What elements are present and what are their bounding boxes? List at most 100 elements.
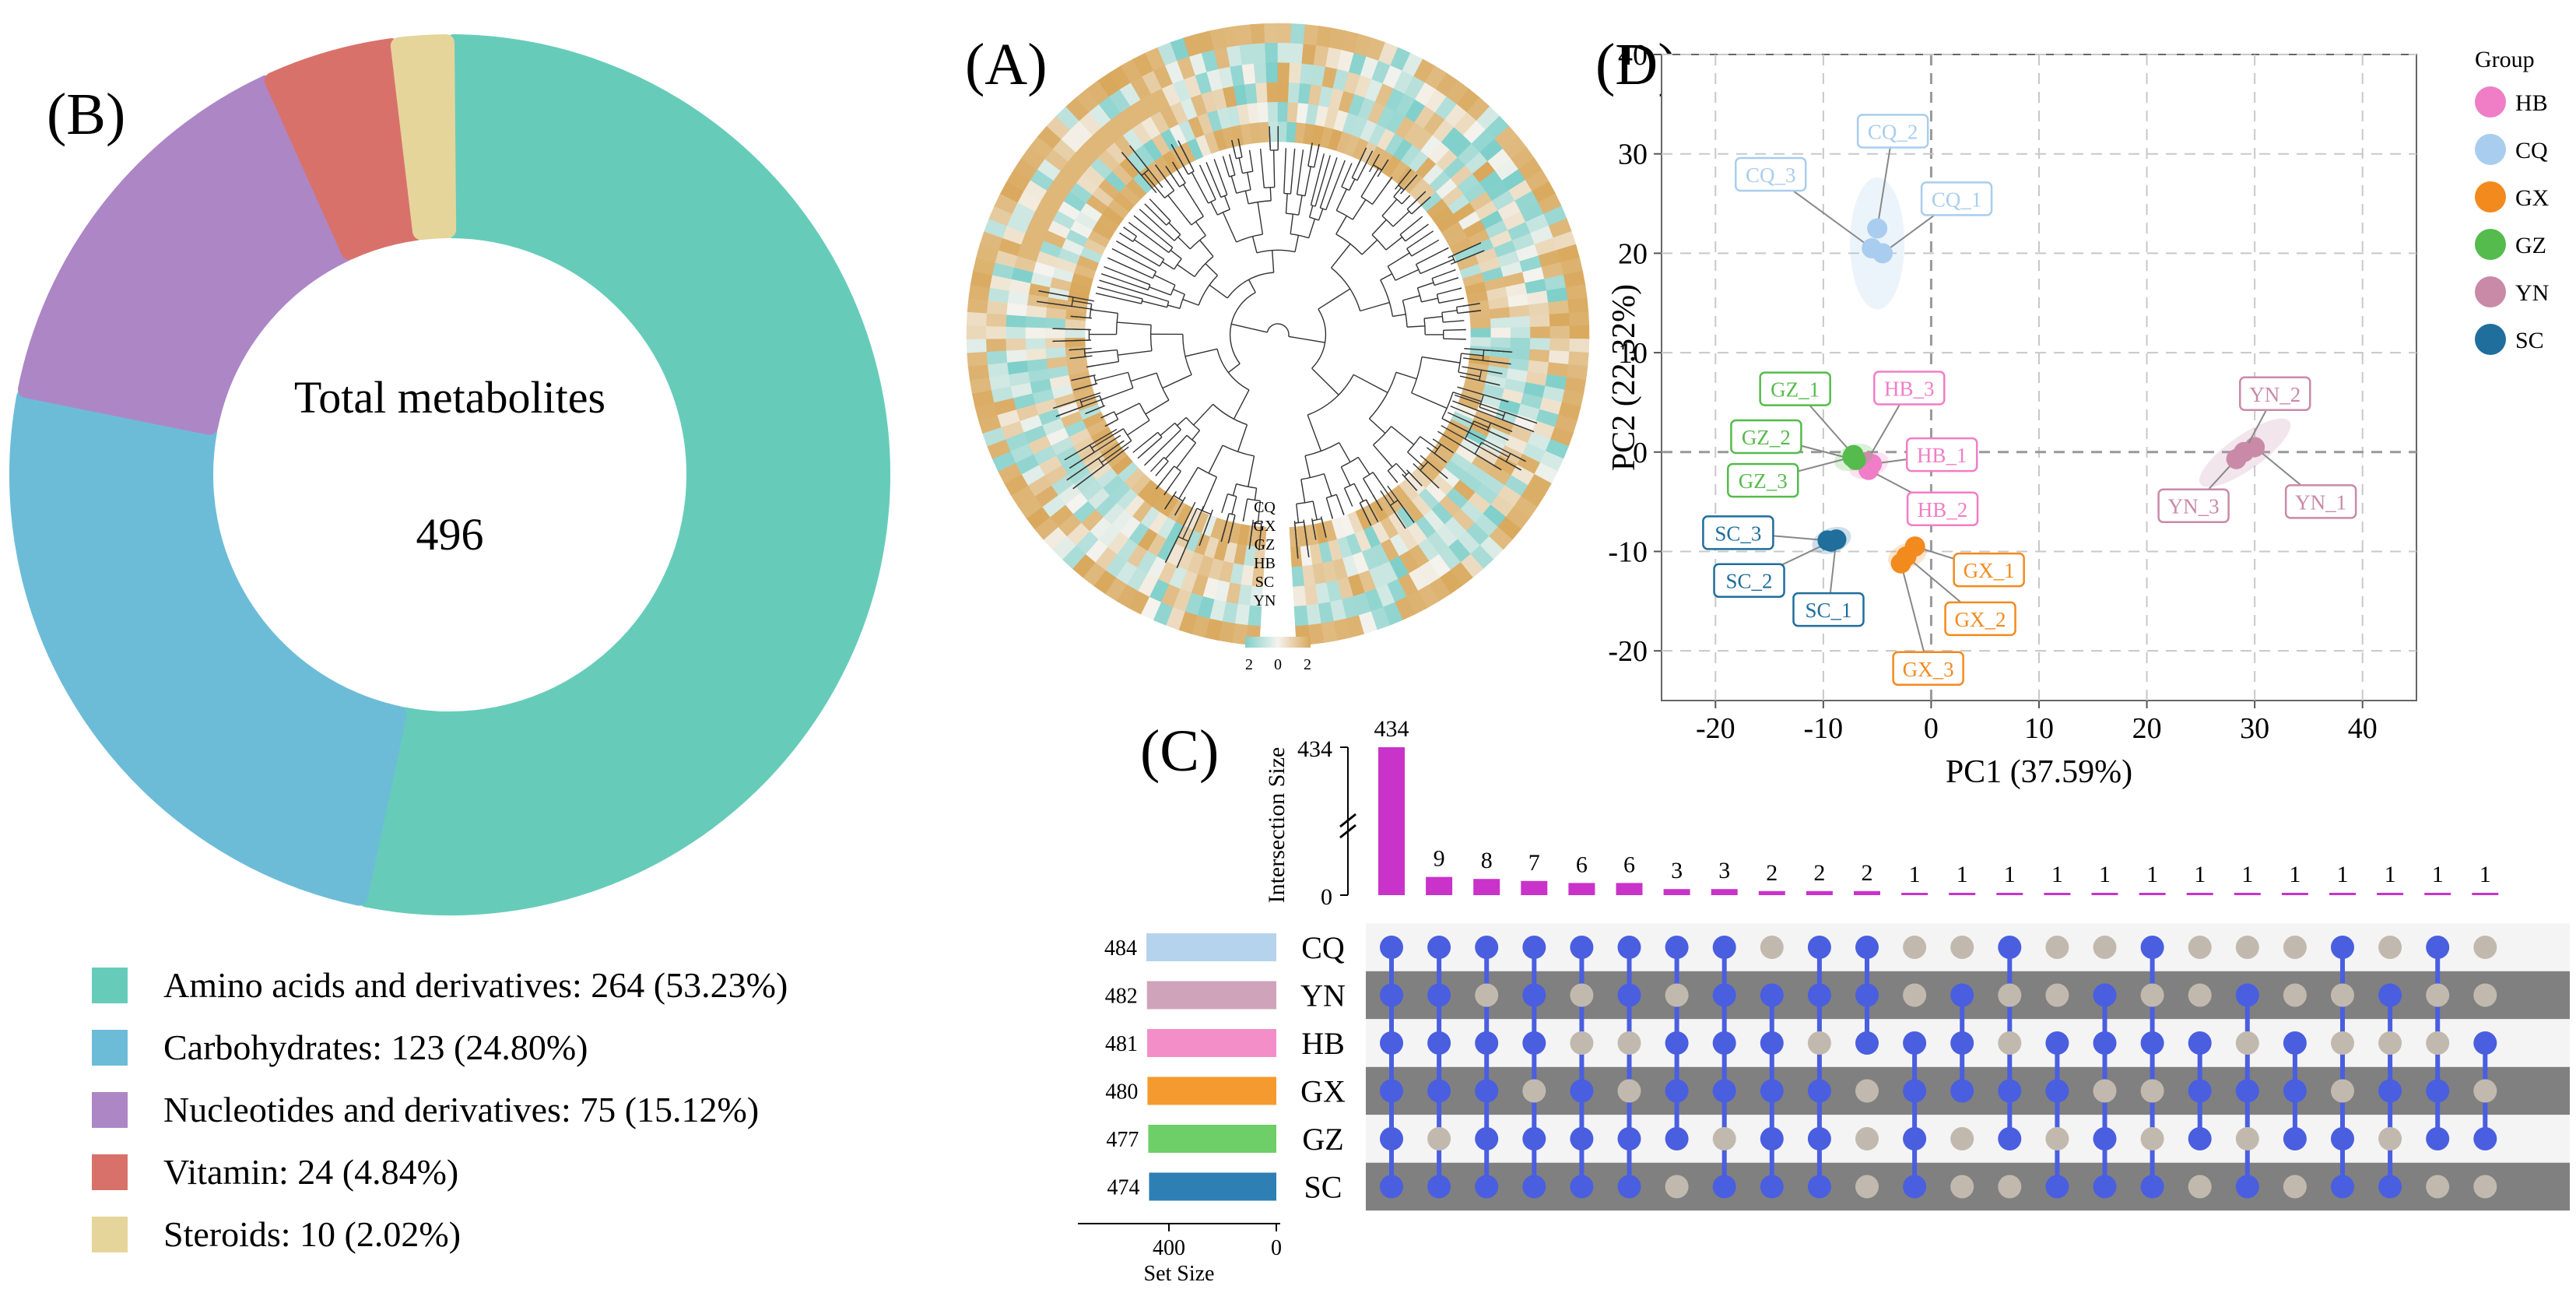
pca-point-label: HB_2 xyxy=(1918,498,1968,522)
upset-matrix-dot-active xyxy=(1570,1079,1594,1103)
pca-point-label-box xyxy=(1873,371,1946,406)
heatmap-cell xyxy=(1236,24,1253,46)
pca-point-label-box xyxy=(1906,491,1979,527)
upset-matrix-dot-inactive xyxy=(2283,1175,2307,1199)
heatmap-cell xyxy=(1470,318,1491,329)
upset-matrix-dot-active xyxy=(1903,1079,1927,1103)
pca-point-label-box xyxy=(1856,114,1929,149)
heatmap-cell xyxy=(1568,311,1590,327)
heatmap-cell xyxy=(1025,326,1046,339)
panel-label-c: (C) xyxy=(1140,718,1219,784)
upset-set-name: GX xyxy=(1300,1074,1346,1109)
pca-point-label: CQ_2 xyxy=(1868,120,1918,143)
upset-matrix-dot-inactive xyxy=(2283,936,2307,959)
upset-matrix-dot-inactive xyxy=(1570,1031,1594,1055)
pca-legend: Group HB CQ GX GZ YN SC xyxy=(2475,47,2550,355)
heatmap-cell xyxy=(1258,121,1270,143)
upset-matrix-dot-active xyxy=(1807,936,1831,959)
upset-bar-value: 3 xyxy=(1671,858,1683,883)
upset-matrix-dot-inactive xyxy=(2378,936,2402,959)
pca-xtick-label: -20 xyxy=(1696,712,1735,745)
heatmap-scale-tick-mid: 0 xyxy=(1274,656,1282,673)
upset-matrix-dot-inactive xyxy=(1855,1079,1879,1103)
upset-set-size-value: 484 xyxy=(1104,936,1137,961)
heatmap-cell xyxy=(1288,62,1303,84)
upset-set-size-value: 482 xyxy=(1105,985,1138,1009)
heatmap-scale-tick-high: 2 xyxy=(1304,656,1311,673)
pca-ytick-label: 30 xyxy=(1618,139,1648,171)
pca-point-label-box xyxy=(1702,515,1774,550)
heatmap-cell xyxy=(1567,351,1589,367)
upset-matrix-dot-inactive xyxy=(1998,1031,2022,1055)
upset-matrix-dot-active xyxy=(1427,1175,1451,1199)
upset-matrix-dot-active xyxy=(1475,1031,1499,1055)
upset-matrix-dot-inactive xyxy=(2473,936,2497,959)
heatmap-scale-bar xyxy=(1245,637,1311,648)
pca-xlabel: PC1 (37.59%) xyxy=(1946,754,2132,790)
upset-matrix-dot-active xyxy=(1475,1175,1499,1199)
pca-point-label: YN_2 xyxy=(2249,383,2301,406)
upset-matrix-dot-active xyxy=(1855,1031,1879,1055)
pca-point-label-box xyxy=(1892,651,1964,687)
upset-matrix-dot-active xyxy=(2093,1127,2117,1150)
upset-set-name: CQ xyxy=(1301,930,1345,965)
upset-matrix-dot-active xyxy=(1807,1127,1831,1150)
upset-matrix-dot-active xyxy=(1712,983,1736,1007)
upset-matrix-dot-inactive xyxy=(2045,983,2069,1007)
heatmap-cell xyxy=(1277,43,1291,64)
circular-heatmap xyxy=(966,23,1590,646)
upset-bar-value: 2 xyxy=(1766,860,1778,886)
upset-set-size-value: 474 xyxy=(1107,1176,1139,1200)
heatmap-cell xyxy=(1305,603,1321,625)
upset-intersection-bar xyxy=(1806,890,1833,895)
heatmap-cell xyxy=(1291,565,1304,587)
pca-point-label-box xyxy=(1727,462,1799,498)
pca-ytick-label: -20 xyxy=(1608,635,1648,668)
upset-matrix-dot-active xyxy=(2473,1031,2497,1055)
pca-point-label-box xyxy=(2239,376,2311,412)
upset-matrix-dot-inactive xyxy=(2235,1031,2259,1055)
heatmap-cell xyxy=(1250,23,1265,45)
pca-point-gx_3 xyxy=(1890,553,1911,574)
pca-point-label-box xyxy=(1920,181,1993,216)
heatmap-cell xyxy=(1567,297,1589,314)
heatmap-cell xyxy=(1568,338,1590,353)
pca-point-label: SC_2 xyxy=(1726,570,1773,593)
heatmap-cell xyxy=(986,349,1008,365)
heatmap-cell xyxy=(1489,307,1511,320)
upset-intersection-bar xyxy=(1758,890,1785,895)
upset-matrix-dot-active xyxy=(1760,1079,1784,1103)
upset-matrix-dot-active xyxy=(1475,1079,1499,1103)
upset-intersection-bar xyxy=(1663,889,1690,895)
upset-matrix-dot-inactive xyxy=(2473,1079,2497,1103)
upset-matrix-dot-active xyxy=(2140,936,2164,959)
pca-legend-label: YN xyxy=(2515,280,2549,306)
heatmap-cell xyxy=(1045,317,1066,329)
heatmap-cell xyxy=(1025,315,1047,328)
heatmap-cell xyxy=(1293,585,1307,607)
upset-bar-value: 1 xyxy=(2241,862,2253,887)
upset-set-name: HB xyxy=(1301,1026,1345,1061)
heatmap-cell xyxy=(1528,349,1550,363)
upset-matrix-dot-active xyxy=(1665,1079,1689,1103)
donut-slice-nucleotides-and-derivatives xyxy=(17,75,354,435)
upset-matrix-dot-active xyxy=(1665,936,1689,959)
heatmap-cell xyxy=(1509,337,1531,350)
panel-label-a: (A) xyxy=(965,32,1048,97)
pca-ytick-label: 10 xyxy=(1618,337,1648,370)
pca-point-label-box xyxy=(1734,156,1807,192)
pca-point-label-box xyxy=(1953,552,2025,588)
upset-matrix-dot-active xyxy=(2378,983,2402,1007)
pca-point-yn_3 xyxy=(2226,448,2247,469)
upset-bar-value: 1 xyxy=(2479,862,2491,887)
upset-matrix-dot-inactive xyxy=(2426,983,2450,1007)
heatmap-cell xyxy=(1265,43,1279,64)
heatmap-cell xyxy=(1257,102,1269,124)
upset-matrix-dot-inactive xyxy=(2331,1079,2354,1103)
upset-matrix-dot-inactive xyxy=(2045,1127,2069,1150)
upset-intersection-bar xyxy=(1616,883,1643,895)
upset-set-name: YN xyxy=(1300,978,1346,1013)
upset-matrix-dot-active xyxy=(1427,936,1451,959)
upset-matrix-dot-inactive xyxy=(1998,983,2022,1007)
upset-matrix-dot-active xyxy=(1712,1079,1736,1103)
